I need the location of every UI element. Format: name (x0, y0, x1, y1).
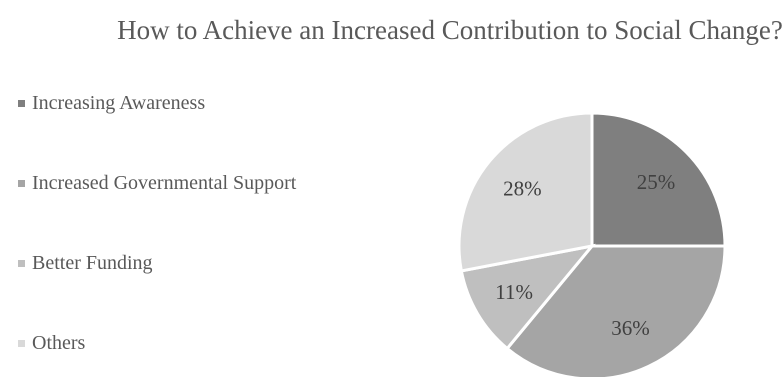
data-label-others: 28% (503, 176, 542, 200)
legend-swatch (18, 340, 25, 347)
legend-swatch (18, 260, 25, 267)
slice-increased-governmental-support (505, 244, 727, 377)
legend-label: Better Funding (32, 252, 153, 274)
slice-others (457, 111, 594, 273)
chart-title: How to Achieve an Increased Contribution… (117, 15, 783, 45)
pie-data-labels: 25% 36% 11% 28% (495, 170, 675, 340)
slice-better-funding (459, 243, 596, 351)
legend-swatch (18, 180, 25, 187)
legend-label: Increased Governmental Support (32, 172, 297, 194)
legend-item-increased-governmental-support: Increased Governmental Support (18, 172, 296, 195)
pie-slices (457, 111, 727, 377)
data-label-increasing-awareness: 25% (637, 170, 676, 194)
legend-label: Others (32, 332, 86, 354)
legend-item-others: Others (18, 332, 85, 355)
data-label-increased-governmental-support: 36% (611, 316, 650, 340)
slice-increasing-awareness (590, 111, 727, 248)
data-label-better-funding: 11% (495, 280, 533, 304)
legend-swatch (18, 100, 25, 107)
legend-item-better-funding: Better Funding (18, 252, 153, 275)
legend-label: Increasing Awareness (32, 92, 206, 114)
legend-item-increasing-awareness: Increasing Awareness (18, 92, 205, 115)
